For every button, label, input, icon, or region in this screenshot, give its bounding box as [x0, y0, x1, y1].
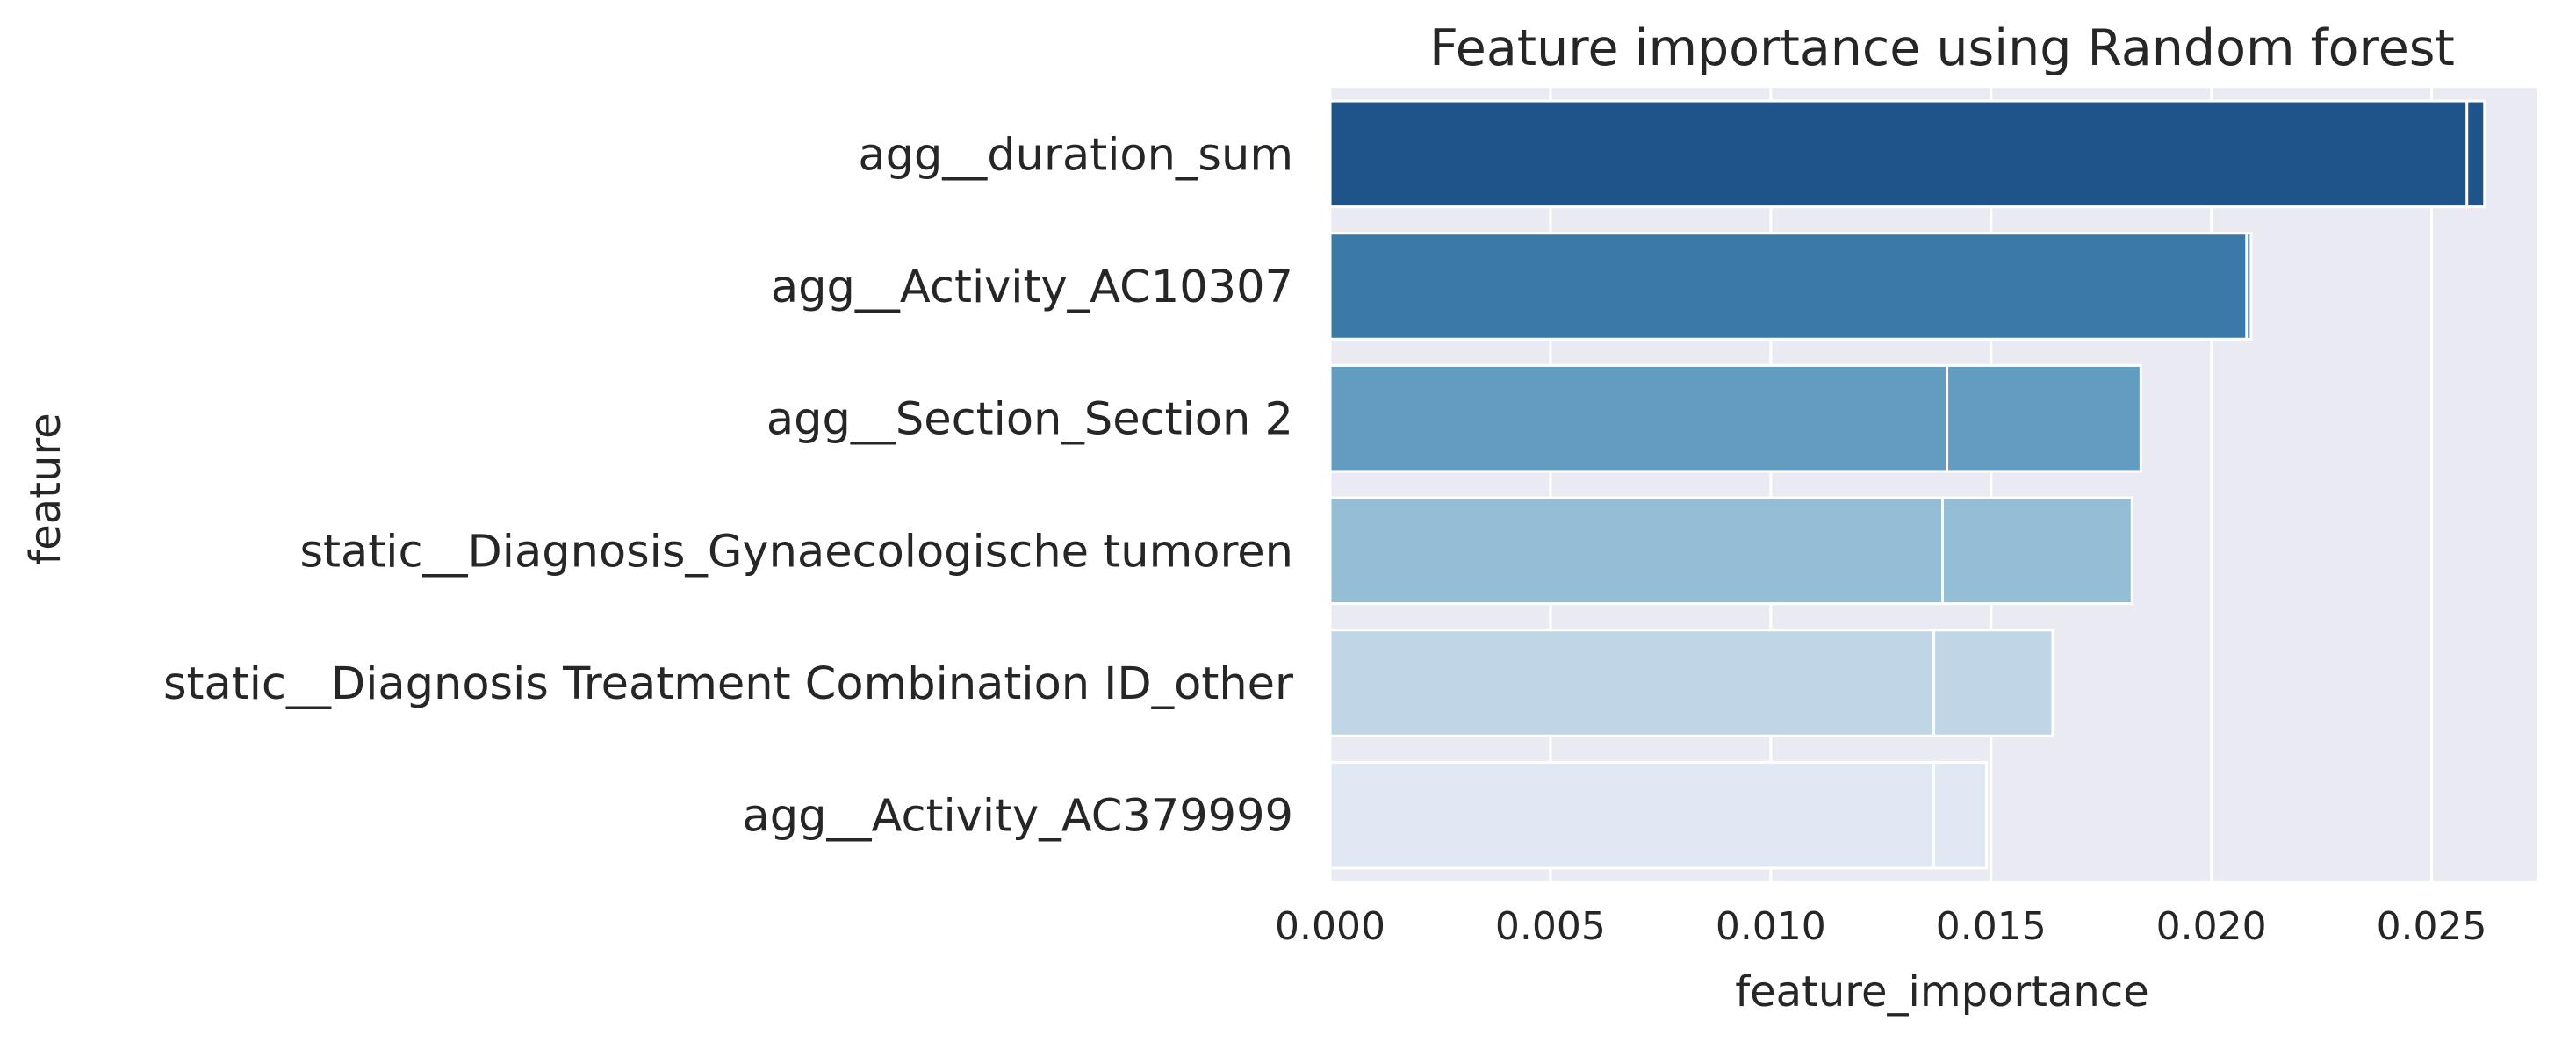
y-tick-labels: agg__duration_sum agg__Activity_AC10307ag… — [163, 129, 1293, 842]
plot-area-background — [1330, 88, 2537, 881]
bar-1 — [1328, 760, 1935, 870]
bar-1 — [1328, 629, 1935, 737]
bar-1 — [1328, 496, 1945, 606]
y-tick-label: static__Diagnosis_Gynaecologische tumore… — [299, 526, 1293, 578]
y-tick-label: static__Diagnosis Treatment Combination … — [163, 658, 1293, 710]
bar-1 — [1328, 363, 1949, 473]
x-tick-labels: 0.000 0.005 0.010 0.015 0.020 0.025 — [1275, 904, 2487, 949]
chart-title: Feature importance using Random forest — [1429, 19, 2455, 77]
x-axis-label: feature_importance — [1735, 967, 2149, 1017]
x-tick-label: 0.010 — [1716, 904, 1826, 949]
bars — [1328, 99, 2486, 870]
y-tick-label: agg__Activity_AC379999 — [742, 791, 1293, 843]
grid-lines — [1328, 88, 2434, 881]
y-axis-label: feature — [21, 413, 70, 564]
y-tick-label: agg__Activity_AC10307 — [771, 262, 1293, 313]
bar-1 — [1328, 232, 2249, 341]
bar-1 — [1328, 99, 2469, 209]
x-tick-label: 0.000 — [1275, 904, 1385, 949]
y-tick-label: agg__duration_sum — [858, 129, 1293, 181]
x-tick-label: 0.025 — [2377, 904, 2487, 949]
y-tick-label: agg__Section_Section 2 — [766, 394, 1293, 446]
x-tick-label: 0.005 — [1495, 904, 1606, 949]
x-tick-label: 0.020 — [2156, 904, 2267, 949]
x-tick-label: 0.015 — [1936, 904, 2047, 949]
